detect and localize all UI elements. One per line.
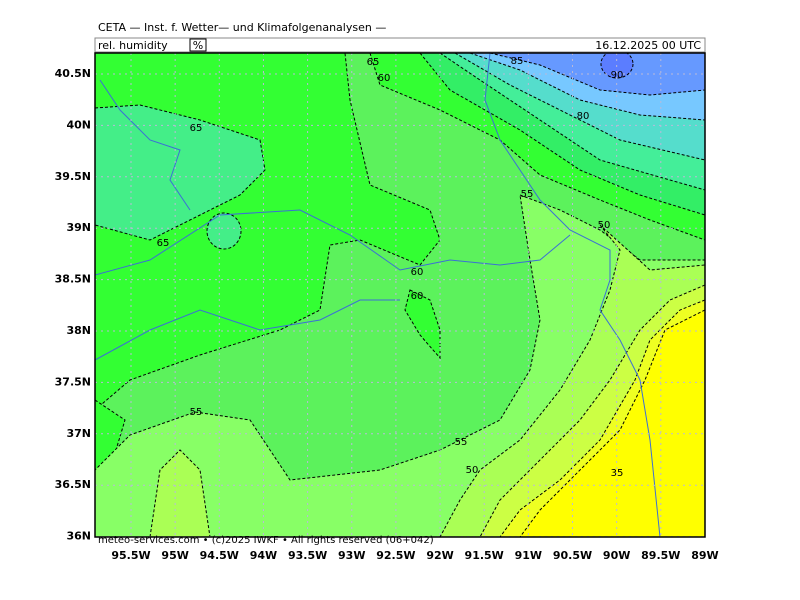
- field-60-65: [404, 289, 441, 360]
- footer: meteo-services.com • (c)2025 IWKF • All …: [98, 535, 434, 546]
- lon-label: 90.5W: [553, 549, 592, 562]
- lat-label: 40.5N: [55, 67, 91, 80]
- lat-label: 38N: [66, 324, 91, 337]
- title: CETA — Inst. f. Wetter— und Klimafolgena…: [98, 21, 386, 34]
- lon-label: 92W: [426, 549, 453, 562]
- header-bar: [94, 37, 706, 53]
- lat-label: 40N: [66, 118, 91, 131]
- contour-label: 35: [611, 468, 624, 479]
- lon-label: 91.5W: [465, 549, 504, 562]
- lat-label: 36.5N: [55, 478, 91, 491]
- date: 16.12.2025 00 UTC: [595, 39, 701, 52]
- contour-label: 65: [157, 238, 170, 249]
- field-35: [519, 309, 705, 537]
- field-60-65: [95, 399, 126, 481]
- contour-label: 80: [577, 111, 590, 122]
- field-65: [206, 212, 242, 250]
- river: [99, 79, 191, 211]
- field-85-90: [489, 53, 705, 96]
- lon-label: 94.5W: [200, 549, 239, 562]
- river: [484, 53, 661, 537]
- contour-label: 60: [378, 73, 391, 84]
- lon-label: 94W: [250, 549, 277, 562]
- lon-label: 93.5W: [288, 549, 327, 562]
- lat-label: 38.5N: [55, 273, 91, 286]
- lat-label: 39N: [66, 221, 91, 234]
- contour-label: 50: [598, 220, 611, 231]
- lat-label: 37N: [66, 427, 91, 440]
- contour-label: 90: [611, 70, 624, 81]
- river: [95, 209, 571, 276]
- variable: rel. humidity: [98, 39, 168, 52]
- lat-label: 37.5N: [55, 375, 91, 388]
- lon-label: 90W: [603, 549, 630, 562]
- lon-label: 89W: [691, 549, 718, 562]
- lon-label: 95.5W: [111, 549, 150, 562]
- field-65: [95, 104, 266, 241]
- river: [95, 299, 400, 361]
- labels: 40.5N 40N 39.5N 39N 38.5N 38N 37.5N 37N 36.5N 36N…: [55, 56, 719, 562]
- lon-label: 92.5W: [376, 549, 415, 562]
- unit-box: [189, 38, 207, 52]
- contour-label: 55: [521, 189, 534, 200]
- lon-label: 95W: [161, 549, 188, 562]
- contour-label: 60: [411, 267, 424, 278]
- map-frame: [94, 52, 706, 538]
- map-field: [95, 53, 705, 537]
- lon-label: 91W: [515, 549, 542, 562]
- field-45-50: [149, 449, 211, 537]
- grid: [95, 53, 705, 537]
- lat-label: 39.5N: [55, 170, 91, 183]
- contour-label: 55: [190, 407, 203, 418]
- lon-label: 89.5W: [641, 549, 680, 562]
- contour-label: 55: [455, 437, 468, 448]
- lat-label: 36N: [66, 530, 91, 543]
- contour-label: 50: [466, 465, 479, 476]
- contour-label: 65: [190, 123, 203, 134]
- contour-label: 85: [511, 56, 524, 67]
- lon-label: 93W: [338, 549, 365, 562]
- contour-label: 65: [367, 57, 380, 68]
- unit: %: [193, 39, 203, 52]
- contour-label: 60: [411, 291, 424, 302]
